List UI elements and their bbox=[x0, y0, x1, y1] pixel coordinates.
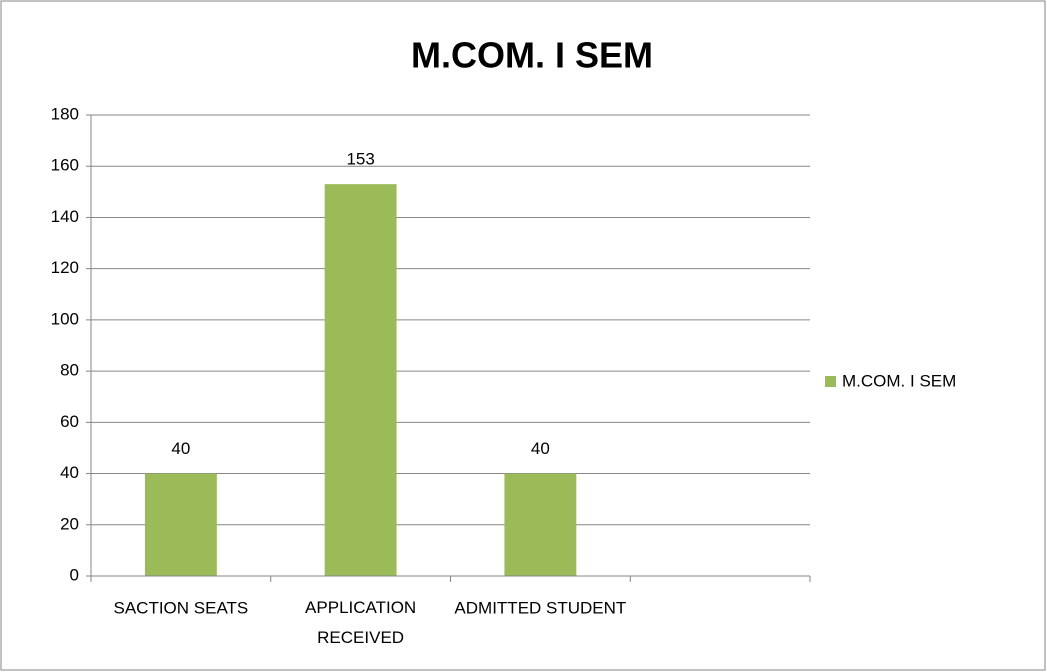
y-tick-label: 180 bbox=[51, 104, 79, 123]
y-tick-label: 60 bbox=[60, 412, 79, 431]
bar bbox=[504, 473, 577, 576]
bar bbox=[144, 473, 217, 576]
x-tick-label: ADMITTED STUDENT bbox=[454, 598, 626, 617]
x-tick-label: APPLICATION RECEIVED bbox=[305, 598, 416, 647]
y-tick-label: 160 bbox=[51, 156, 79, 175]
y-tick-label: 0 bbox=[70, 565, 79, 584]
data-label: 40 bbox=[171, 439, 190, 458]
y-tick-label: 40 bbox=[60, 463, 79, 482]
legend-swatch bbox=[825, 376, 836, 387]
x-tick-label: SACTION SEATS bbox=[113, 598, 248, 617]
bar bbox=[324, 184, 397, 576]
y-tick-label: 100 bbox=[51, 309, 79, 328]
y-tick-label: 120 bbox=[51, 258, 79, 277]
y-tick-label: 20 bbox=[60, 514, 79, 533]
y-tick-label: 140 bbox=[51, 207, 79, 226]
data-label: 153 bbox=[346, 150, 374, 169]
legend-label: M.COM. I SEM bbox=[842, 371, 956, 390]
data-label: 40 bbox=[531, 439, 550, 458]
chart-title: M.COM. I SEM bbox=[411, 35, 653, 76]
y-tick-label: 80 bbox=[60, 361, 79, 380]
